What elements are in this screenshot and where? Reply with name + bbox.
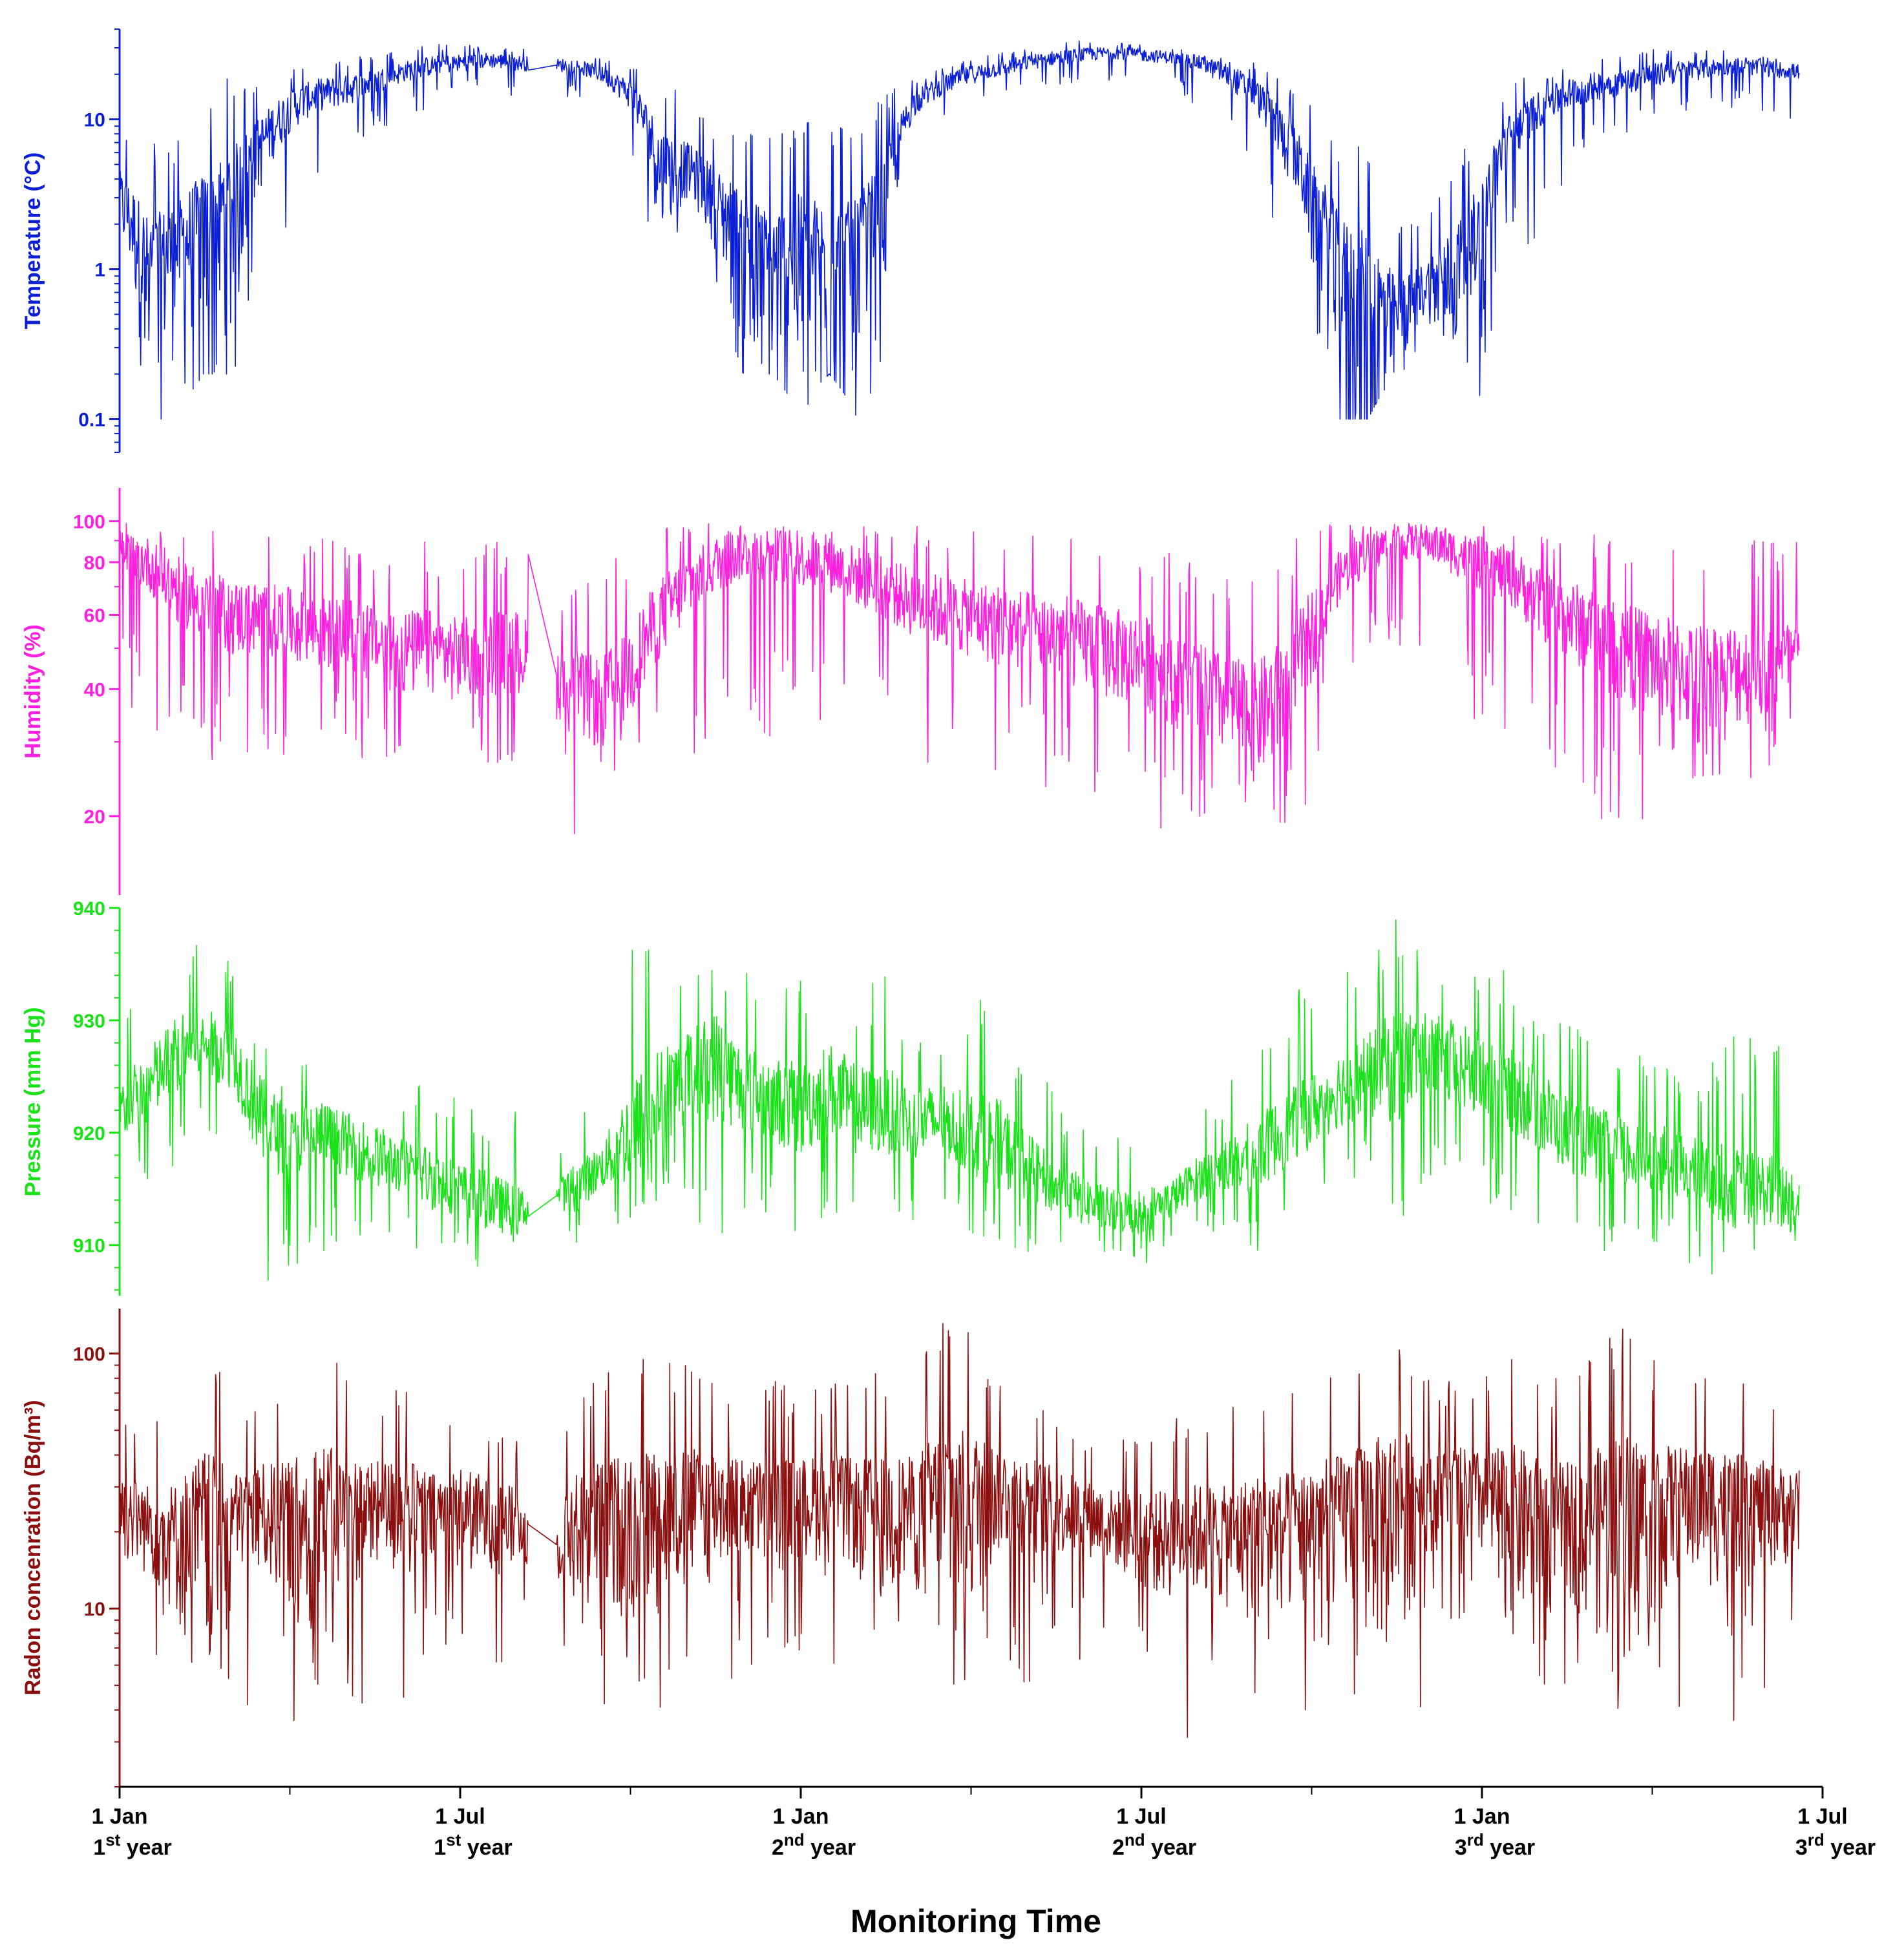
radon-y-tick-label: 10	[84, 1599, 105, 1620]
pressure-panel: 910 920 930 940 Pressure (mm Hg)	[21, 898, 1800, 1296]
x-tick-label-date: 1 Jul	[435, 1804, 485, 1829]
pressure-y-minor-ticks	[114, 907, 120, 1291]
temperature-y-tick-label: 10	[84, 110, 105, 131]
temperature-series-line	[119, 40, 1800, 420]
x-tick-label-date: 1 Jan	[92, 1804, 148, 1829]
humidity-panel: 20 40 60 80 100 Humidity (%)	[21, 488, 1800, 895]
temperature-y-tick-label: 1	[94, 260, 105, 281]
temperature-y-tick-label: 0.1	[78, 410, 105, 431]
pressure-y-tick-label: 910	[73, 1236, 105, 1257]
pressure-y-tick-label: 930	[73, 1011, 105, 1032]
x-tick-label-date: 1 Jan	[1454, 1804, 1510, 1829]
humidity-y-tick-label: 20	[84, 806, 105, 828]
x-tick-label-year: 2nd year	[1112, 1830, 1196, 1860]
humidity-series-line	[119, 523, 1800, 834]
humidity-y-tick-label: 80	[84, 553, 105, 574]
pressure-series-line	[119, 919, 1800, 1281]
x-tick-label-year: 3rd year	[1455, 1830, 1535, 1860]
temperature-panel: 0.1 1 10 Temperature (°C)	[21, 28, 1800, 453]
humidity-y-tick-label: 40	[84, 679, 105, 701]
pressure-y-tick-label: 940	[73, 898, 105, 920]
x-tick-label-date: 1 Jul	[1797, 1804, 1847, 1829]
x-tick-label-year: 1st year	[93, 1830, 171, 1860]
radon-y-axis-title: Radon concenration (Bq/m³)	[21, 1400, 45, 1695]
humidity-y-axis-title: Humidity (%)	[21, 624, 45, 759]
radon-series-line	[119, 1323, 1800, 1738]
radon-y-tick-label: 100	[73, 1344, 105, 1365]
humidity-y-tick-label: 60	[84, 605, 105, 626]
x-axis-title: Monitoring Time	[851, 1903, 1101, 1939]
chart-panels: 0.1 1 10 Temperature (°C) 20 40 60 80 100 Humidit…	[21, 28, 1800, 1787]
radon-y-minor-ticks	[114, 1353, 120, 1787]
pressure-y-axis-title: Pressure (mm Hg)	[21, 1007, 45, 1197]
pressure-y-tick-label: 920	[73, 1123, 105, 1144]
x-tick-label-date: 1 Jan	[773, 1804, 829, 1829]
humidity-y-tick-label: 100	[73, 512, 105, 533]
x-tick-label-year: 2nd year	[772, 1830, 856, 1860]
temperature-y-axis-title: Temperature (°C)	[21, 153, 45, 330]
radon-panel: 10 100 Radon concenration (Bq/m³)	[21, 1309, 1800, 1787]
x-tick-label-year: 1st year	[434, 1830, 512, 1860]
x-tick-label-date: 1 Jul	[1116, 1804, 1166, 1829]
x-tick-label-year: 3rd year	[1795, 1830, 1876, 1860]
